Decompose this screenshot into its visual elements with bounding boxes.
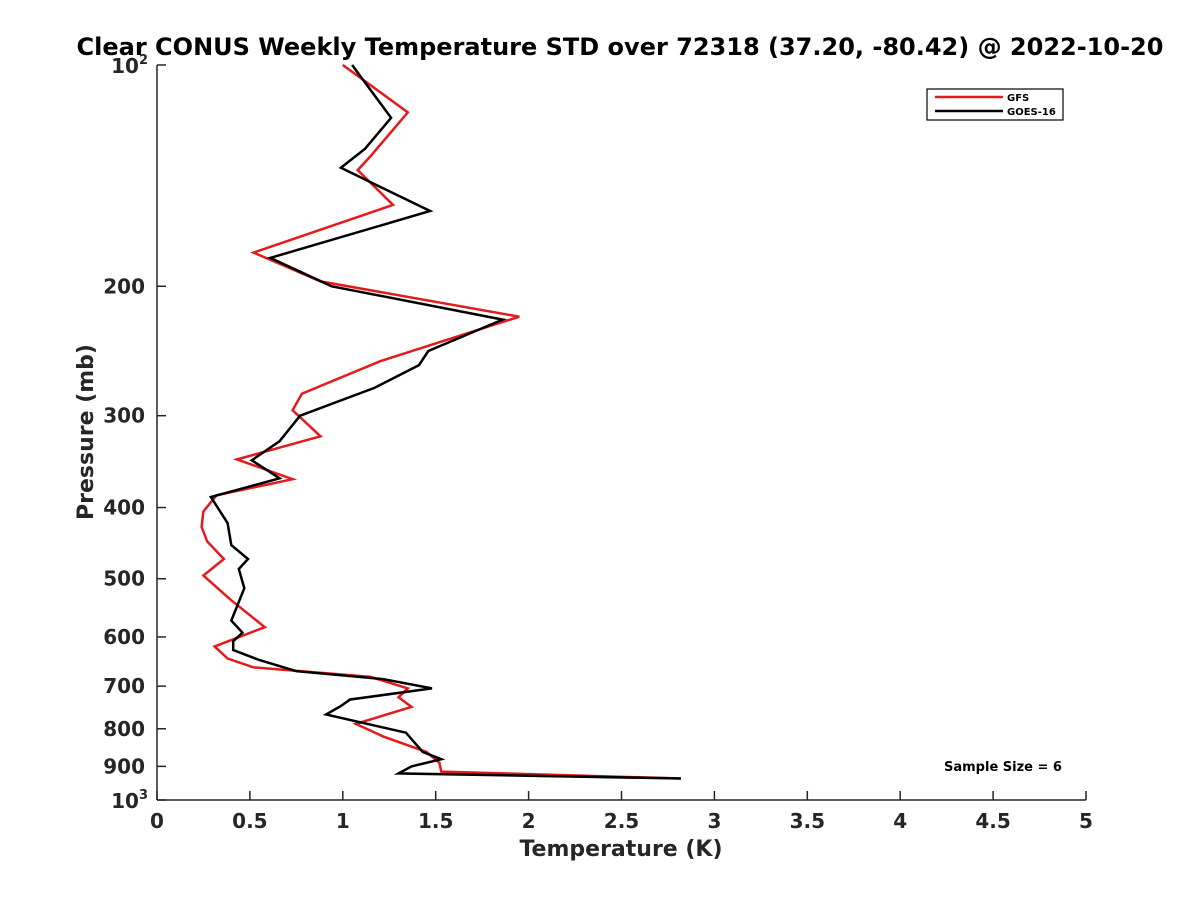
y-tick-label: 103 [111, 788, 148, 813]
y-axis-label: Pressure (mb) [74, 344, 99, 520]
series-layer [200, 63, 682, 780]
x-tick-label: 0 [150, 809, 164, 833]
y-tick-label: 600 [103, 625, 145, 649]
series-line-gfs [200, 63, 682, 780]
y-tick-label: 200 [103, 274, 145, 298]
x-tick-label: 3 [707, 809, 721, 833]
x-tick-label: 3.5 [790, 809, 825, 833]
y-tick-label: 900 [103, 754, 145, 778]
legend-box [926, 88, 1064, 121]
x-tick-label: 4 [893, 809, 907, 833]
y-tick-label: 500 [103, 567, 145, 591]
legend-label-gfs: GFS [1007, 93, 1029, 104]
x-tick-group: 0 0.5 1 1.5 2 2.5 3 3.5 4 4.5 5 [150, 791, 1093, 833]
y-tick-group: 102 200 300 400 500 600 700 800 900 103 [103, 53, 166, 813]
legend: GFS GOES-16 [926, 88, 1064, 121]
x-tick-label: 4.5 [975, 809, 1010, 833]
legend-label-goes16: GOES-16 [1007, 107, 1056, 118]
x-axis-label: Temperature (K) [519, 837, 722, 862]
x-tick-label: 2.5 [604, 809, 639, 833]
x-tick-label: 2 [522, 809, 536, 833]
chart-title: Clear CONUS Weekly Temperature STD over … [77, 33, 1164, 61]
y-tick-label: 300 [103, 404, 145, 428]
x-tick-label: 5 [1079, 809, 1093, 833]
sample-size-annotation: Sample Size = 6 [944, 760, 1062, 775]
series-line-goes-16 [208, 64, 682, 780]
y-tick-label: 800 [103, 717, 145, 741]
y-tick-label: 102 [111, 53, 148, 78]
y-tick-label: 700 [103, 674, 145, 698]
x-tick-label: 1 [336, 809, 350, 833]
x-tick-label: 1.5 [418, 809, 453, 833]
y-tick-label: 400 [103, 496, 145, 520]
x-tick-label: 0.5 [232, 809, 267, 833]
